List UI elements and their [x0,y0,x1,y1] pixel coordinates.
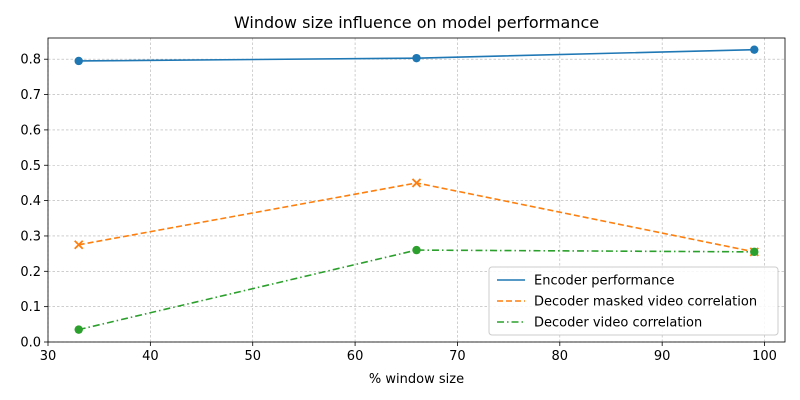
series-line-2 [78,249,755,331]
x-tick-label: 30 [40,349,57,364]
x-tick-label: 90 [654,349,671,364]
series-2-point [74,325,83,334]
y-tick-label: 0.7 [20,88,41,103]
x-tick-label: 50 [244,349,261,364]
y-tick-label: 0.0 [20,336,41,351]
series-1-point [74,240,84,250]
legend-label: Encoder performance [534,274,675,289]
x-tick-label: 80 [552,349,569,364]
y-tick-label: 0.8 [20,53,41,68]
x-tick-label: 70 [449,349,466,364]
series-0-point [412,53,421,63]
x-tick-label: 40 [142,349,159,364]
series-line-1 [78,182,755,253]
series-0-point [74,56,83,66]
x-axis-label: % window size [369,372,464,387]
y-tick-label: 0.3 [20,229,41,244]
y-tick-label: 0.2 [20,265,41,280]
legend: Encoder performance Decoder masked video … [488,266,779,336]
x-tick-label: 100 [752,349,777,364]
y-tick-label: 0.1 [20,300,41,315]
x-tick-label: 60 [347,349,364,364]
y-tick-label: 0.6 [20,123,41,138]
series-2-point [412,245,421,255]
series-2-point [750,247,759,257]
series-0-point [750,45,759,54]
plot-series [74,45,759,334]
plot-frame [47,37,786,343]
legend-label: Decoder video correlation [534,316,702,331]
series-1-point [411,178,422,188]
chart-title: Window size influence on model performan… [234,13,599,32]
y-tick-label: 0.4 [20,194,41,209]
legend-label: Decoder masked video correlation [534,295,757,310]
y-tick-label: 0.5 [20,159,41,174]
legend-box [488,266,779,336]
axis-ticks: 30 40 50 60 70 80 90 100 0.0 0.1 0.2 0.3 0.4 0.5 0.6 0.… [20,53,777,364]
